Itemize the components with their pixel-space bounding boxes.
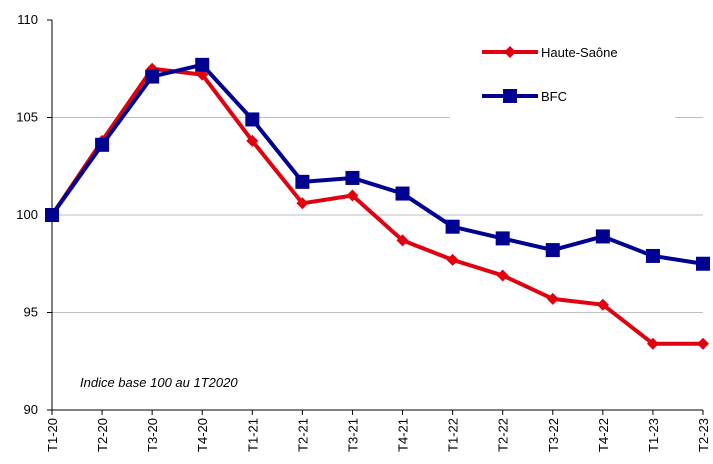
x-tick-label: T2-21 bbox=[295, 418, 310, 452]
data-point bbox=[596, 298, 609, 311]
x-tick-label: T2-22 bbox=[496, 418, 511, 452]
legend: Haute-Saône BFC bbox=[450, 30, 675, 118]
x-tick-label: T2-23 bbox=[696, 418, 711, 452]
x-tick-label: T1-20 bbox=[45, 418, 60, 452]
data-point bbox=[345, 170, 360, 185]
legend-box bbox=[450, 30, 675, 118]
legend-marker bbox=[503, 89, 517, 103]
data-point bbox=[546, 292, 559, 305]
x-tick-label: T4-20 bbox=[195, 418, 210, 452]
data-point bbox=[346, 189, 359, 202]
data-point bbox=[696, 256, 710, 271]
data-point bbox=[496, 269, 509, 282]
x-tick-label: T4-22 bbox=[596, 418, 611, 452]
x-tick-label: T3-20 bbox=[145, 418, 160, 452]
data-point bbox=[195, 57, 210, 72]
data-point bbox=[697, 337, 709, 350]
x-tick-label: T3-22 bbox=[546, 418, 561, 452]
x-tick-label: T3-21 bbox=[345, 418, 360, 452]
x-tick-label: T2-20 bbox=[95, 418, 110, 452]
series-line bbox=[50, 66, 703, 346]
data-point bbox=[296, 197, 309, 210]
legend-marker bbox=[504, 46, 516, 58]
x-tick-label: T1-21 bbox=[245, 418, 260, 452]
data-point bbox=[95, 137, 110, 152]
data-point bbox=[245, 112, 260, 127]
data-point bbox=[646, 337, 659, 350]
annotation: Indice base 100 au 1T2020 bbox=[80, 375, 238, 390]
data-point bbox=[246, 134, 259, 147]
data-point bbox=[396, 234, 409, 247]
y-tick-label: 105 bbox=[16, 110, 38, 125]
legend-label: BFC bbox=[541, 89, 567, 104]
y-tick-label: 110 bbox=[17, 12, 38, 27]
series-line bbox=[50, 62, 704, 266]
data-point bbox=[645, 248, 660, 263]
data-point bbox=[295, 174, 310, 189]
data-point bbox=[445, 219, 460, 234]
data-point bbox=[446, 253, 459, 266]
x-tick-label: T1-22 bbox=[446, 418, 461, 452]
data-point bbox=[395, 186, 410, 201]
y-tick-label: 95 bbox=[24, 305, 38, 320]
data-point bbox=[45, 208, 59, 222]
data-point bbox=[595, 229, 610, 244]
data-point bbox=[495, 231, 510, 246]
legend-label: Haute-Saône bbox=[541, 45, 618, 60]
y-tick-label: 90 bbox=[24, 402, 38, 417]
y-tick-label: 100 bbox=[16, 207, 38, 222]
data-point bbox=[145, 69, 160, 84]
data-point bbox=[545, 243, 560, 258]
x-tick-label: T1-23 bbox=[646, 418, 661, 452]
x-tick-label: T4-21 bbox=[396, 418, 411, 452]
